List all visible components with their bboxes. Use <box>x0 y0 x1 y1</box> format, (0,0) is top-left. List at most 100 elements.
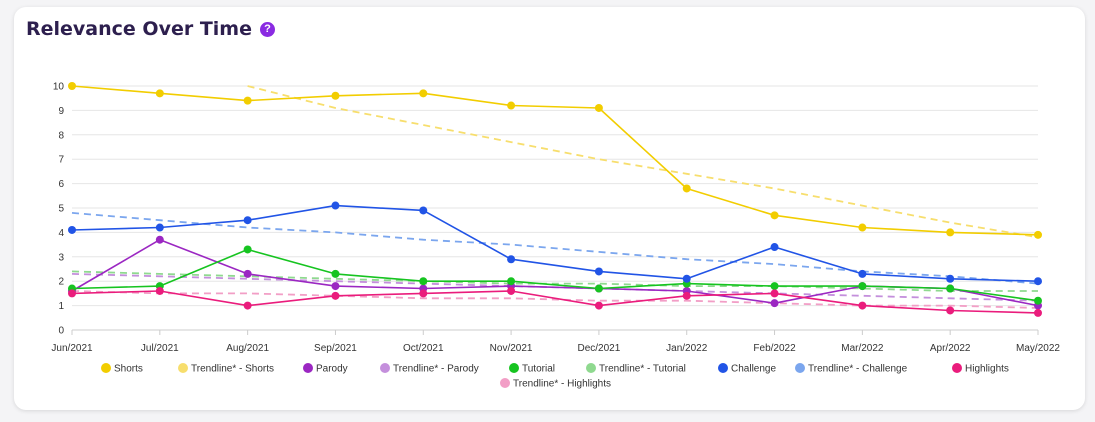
point-highlights-0 <box>68 289 76 298</box>
point-highlights-7 <box>682 291 691 300</box>
point-challenge-3 <box>331 201 340 210</box>
point-parody-3 <box>331 282 340 291</box>
y-tick-label-6: 6 <box>58 179 64 190</box>
legend-marker-trendline-tutorial <box>586 363 596 373</box>
point-challenge-2 <box>243 216 252 225</box>
point-highlights-6 <box>594 301 603 310</box>
legend-label-tutorial: Tutorial <box>522 364 555 375</box>
legend-label-trendline-challenge: Trendline* - Challenge <box>808 364 908 375</box>
legend-label-challenge: Challenge <box>731 364 776 375</box>
point-tutorial-11 <box>1034 296 1042 305</box>
x-tick-label-9: Mar/2022 <box>841 343 884 354</box>
x-tick-label-10: Apr/2022 <box>930 343 971 354</box>
point-tutorial-3 <box>331 269 340 278</box>
point-tutorial-9 <box>858 282 867 291</box>
point-tutorial-2 <box>243 245 252 254</box>
point-tutorial-8 <box>770 282 779 291</box>
point-highlights-10 <box>946 306 955 315</box>
x-tick-label-2: Aug/2021 <box>226 343 269 354</box>
point-shorts-4 <box>419 89 428 98</box>
point-highlights-8 <box>770 289 779 298</box>
legend-marker-trendline-highlights <box>500 378 510 388</box>
point-challenge-6 <box>594 267 603 276</box>
y-tick-label-2: 2 <box>58 277 64 288</box>
y-tick-label-1: 1 <box>58 301 64 312</box>
x-tick-label-0: Jun/2021 <box>51 343 93 354</box>
y-tick-label-0: 0 <box>58 326 64 337</box>
point-tutorial-6 <box>594 284 603 293</box>
x-tick-label-5: Nov/2021 <box>490 343 533 354</box>
legend-label-shorts: Shorts <box>114 364 143 375</box>
point-highlights-1 <box>155 286 164 295</box>
series-line-challenge <box>71 204 1039 282</box>
point-shorts-11 <box>1034 230 1042 239</box>
point-challenge-4 <box>419 206 428 215</box>
point-tutorial-4 <box>419 277 428 286</box>
x-tick-label-3: Sep/2021 <box>314 343 357 354</box>
point-shorts-5 <box>507 101 516 110</box>
legend-marker-parody <box>303 363 313 373</box>
x-tick-label-8: Feb/2022 <box>753 343 796 354</box>
series-line-shorts <box>71 85 1039 236</box>
info-icon[interactable]: ? <box>259 21 275 37</box>
point-shorts-8 <box>770 211 779 220</box>
legend-label-parody: Parody <box>316 364 348 375</box>
point-parody-2 <box>243 269 252 278</box>
y-tick-label-10: 10 <box>53 82 65 93</box>
legend-label-trendline-parody: Trendline* - Parody <box>393 364 479 375</box>
point-highlights-2 <box>243 301 252 310</box>
legend-label-trendline-shorts: Trendline* - Shorts <box>191 364 274 375</box>
x-tick-label-6: Dec/2021 <box>578 343 621 354</box>
series-line-trendline-highlights <box>71 290 1039 309</box>
point-parody-8 <box>770 299 779 308</box>
y-tick-label-7: 7 <box>58 155 64 166</box>
x-tick-label-4: Oct/2021 <box>403 343 444 354</box>
point-challenge-5 <box>507 255 516 264</box>
series-line-trendline-tutorial <box>71 270 1038 292</box>
legend-label-highlights: Highlights <box>965 364 1009 375</box>
point-challenge-7 <box>682 274 691 283</box>
legend-marker-trendline-parody <box>380 363 390 373</box>
chart-title: Relevance Over Time <box>26 18 252 40</box>
point-highlights-5 <box>507 286 516 295</box>
point-highlights-9 <box>858 301 867 310</box>
legend-marker-trendline-shorts <box>178 363 188 373</box>
series-line-trendline-challenge <box>71 212 1039 285</box>
legend-marker-trendline-challenge <box>795 363 805 373</box>
point-tutorial-5 <box>507 277 516 286</box>
point-tutorial-10 <box>946 284 955 293</box>
y-tick-label-9: 9 <box>58 106 64 117</box>
y-tick-label-3: 3 <box>58 252 64 263</box>
legend-marker-challenge <box>718 363 728 373</box>
point-shorts-6 <box>594 103 603 112</box>
series-line-highlights <box>71 290 1039 314</box>
y-tick-label-5: 5 <box>58 204 64 215</box>
point-highlights-11 <box>1034 308 1042 317</box>
point-shorts-7 <box>682 184 691 193</box>
point-shorts-0 <box>68 82 76 90</box>
point-shorts-2 <box>243 96 252 105</box>
series-line-parody <box>71 238 1039 307</box>
point-highlights-3 <box>331 291 340 300</box>
legend-marker-tutorial <box>509 363 519 373</box>
chart-header: Relevance Over Time ? <box>26 18 275 40</box>
y-tick-label-8: 8 <box>58 130 64 141</box>
legend-marker-shorts <box>101 363 111 373</box>
legend-label-trendline-highlights: Trendline* - Highlights <box>513 379 611 390</box>
point-challenge-10 <box>946 274 955 283</box>
legend-label-trendline-tutorial: Trendline* - Tutorial <box>599 364 686 375</box>
point-shorts-3 <box>331 91 340 100</box>
point-challenge-1 <box>155 223 164 232</box>
y-tick-label-4: 4 <box>58 228 64 239</box>
x-tick-label-11: May/2022 <box>1016 343 1060 354</box>
legend-marker-highlights <box>952 363 962 373</box>
x-tick-label-7: Jan/2022 <box>666 343 708 354</box>
point-parody-1 <box>155 235 164 244</box>
point-shorts-9 <box>858 223 867 232</box>
point-shorts-1 <box>155 89 164 98</box>
point-challenge-11 <box>1034 277 1042 286</box>
point-shorts-10 <box>946 228 955 237</box>
point-challenge-8 <box>770 243 779 252</box>
series-line-trendline-shorts <box>247 85 1039 239</box>
